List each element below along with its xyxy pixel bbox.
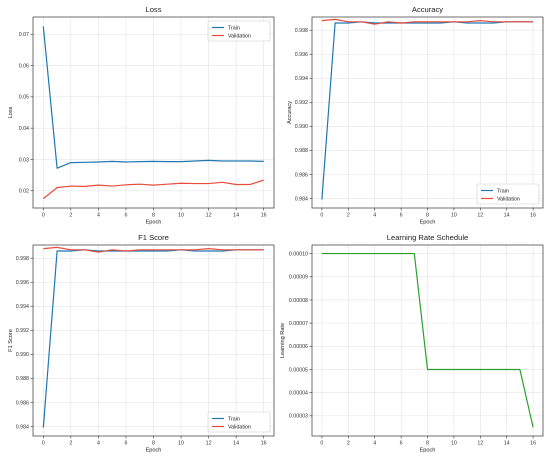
x-tick-label: 10	[178, 213, 184, 219]
y-tick-label: 0.00003	[289, 414, 308, 420]
y-tick-label: 0.07	[19, 32, 29, 38]
series-line-validation	[321, 18, 534, 25]
y-tick-label: 0.994	[16, 304, 29, 310]
y-tick-label: 0.06	[19, 63, 29, 69]
legend-label: Train	[228, 25, 240, 31]
y-tick-label: 0.984	[16, 424, 29, 430]
x-tick-label: 0	[42, 213, 45, 219]
x-tick-label: 8	[152, 441, 155, 447]
x-tick-label: 0	[42, 441, 45, 447]
x-tick-label: 16	[530, 441, 536, 447]
legend-label: Train	[228, 416, 240, 422]
y-tick-label: 0.996	[16, 280, 29, 286]
x-tick-label: 4	[97, 213, 100, 219]
chart-title: Accuracy	[412, 5, 443, 14]
y-axis-label: F1 Score	[8, 329, 14, 352]
y-tick-label: 0.994	[295, 76, 308, 82]
x-tick-label: 10	[451, 441, 457, 447]
chart-panel-3: 0 2 4 6 8 10 12 14 16 0.984 0.986 0.988 0.990 0.992 0.…	[8, 233, 275, 454]
y-tick-label: 0.00008	[289, 298, 308, 304]
x-tick-label: 14	[504, 441, 510, 447]
y-tick-label: 0.986	[16, 400, 29, 406]
x-tick-label: 14	[233, 441, 239, 447]
legend: Train Validation	[207, 411, 271, 433]
x-tick-label: 8	[426, 441, 429, 447]
x-tick-label: 16	[261, 213, 267, 219]
y-tick-label: 0.998	[16, 256, 29, 262]
y-tick-label: 0.996	[295, 52, 308, 58]
series-line-validation	[42, 179, 264, 200]
x-tick-label: 6	[400, 213, 403, 219]
x-tick-label: 12	[206, 441, 212, 447]
y-tick-label: 0.05	[19, 95, 29, 101]
x-tick-label: 16	[261, 441, 267, 447]
chart-panel-4: 0 2 4 6 8 10 12 14 16 0.00003 0.00004 0.00005 0.0000…	[280, 233, 544, 454]
series-line-validation	[43, 246, 264, 253]
y-tick-label: 0.992	[295, 100, 308, 106]
chart-title: F1 Score	[138, 233, 169, 242]
x-tick-label: 10	[451, 213, 457, 219]
x-axis-label: Epoch	[420, 448, 436, 454]
x-tick-label: 4	[373, 213, 376, 219]
y-tick-label: 0.02	[19, 189, 29, 195]
x-tick-label: 10	[178, 441, 184, 447]
y-tick-label: 0.00004	[289, 391, 308, 397]
y-tick-label: 0.990	[16, 352, 29, 358]
chart-title: Loss	[145, 5, 161, 14]
x-tick-label: 14	[233, 213, 239, 219]
y-tick-label: 0.998	[295, 28, 308, 34]
legend: Train Validation	[476, 183, 540, 205]
x-tick-label: 4	[373, 441, 376, 447]
y-tick-label: 0.00006	[289, 344, 308, 350]
x-axis-label: Epoch	[146, 220, 162, 226]
y-tick-label: 0.00007	[289, 321, 308, 327]
legend-label: Validation	[497, 196, 520, 202]
series-line-train	[42, 26, 264, 169]
x-tick-label: 2	[347, 441, 350, 447]
x-tick-label: 8	[426, 213, 429, 219]
x-tick-label: 16	[530, 213, 536, 219]
legend: Train Validation	[207, 20, 271, 42]
x-tick-label: 6	[124, 213, 127, 219]
x-axis-label: Epoch	[420, 220, 436, 226]
x-tick-label: 2	[347, 213, 350, 219]
y-tick-label: 0.00010	[289, 251, 308, 257]
y-tick-label: 0.03	[19, 157, 29, 163]
y-tick-label: 0.990	[295, 124, 308, 130]
x-tick-label: 6	[124, 441, 127, 447]
x-tick-label: 12	[477, 441, 483, 447]
y-tick-label: 0.00005	[289, 367, 308, 373]
x-tick-label: 0	[320, 441, 323, 447]
chart-panel-1: 0 2 4 6 8 10 12 14 16 0.02 0.03 0.04 0.05 0.06 0.07 Los…	[8, 5, 275, 226]
y-tick-label: 0.988	[16, 376, 29, 382]
x-tick-label: 6	[400, 441, 403, 447]
y-tick-label: 0.992	[16, 328, 29, 334]
legend-label: Validation	[228, 424, 251, 430]
chart-title: Learning Rate Schedule	[387, 233, 468, 242]
x-tick-label: 8	[152, 213, 155, 219]
y-tick-label: 0.984	[295, 196, 308, 202]
x-axis-label: Epoch	[146, 448, 162, 454]
y-tick-label: 0.00009	[289, 275, 308, 281]
x-tick-label: 2	[69, 213, 72, 219]
y-tick-label: 0.988	[295, 148, 308, 154]
y-axis-label: Learning Rate	[280, 323, 286, 358]
x-tick-label: 14	[504, 213, 510, 219]
series-line-lr	[321, 252, 534, 428]
x-tick-label: 12	[206, 213, 212, 219]
y-axis-label: Loss	[8, 106, 14, 118]
y-axis-label: Accuracy	[287, 101, 293, 124]
y-tick-label: 0.04	[19, 126, 29, 132]
x-tick-label: 2	[69, 441, 72, 447]
legend-label: Validation	[228, 33, 251, 39]
legend-label: Train	[497, 188, 509, 194]
x-tick-label: 0	[320, 213, 323, 219]
x-tick-label: 12	[477, 213, 483, 219]
x-tick-label: 4	[97, 441, 100, 447]
y-tick-label: 0.986	[295, 172, 308, 178]
chart-panel-2: 0 2 4 6 8 10 12 14 16 0.984 0.986 0.988 0.990 0.992 0.…	[287, 5, 544, 226]
